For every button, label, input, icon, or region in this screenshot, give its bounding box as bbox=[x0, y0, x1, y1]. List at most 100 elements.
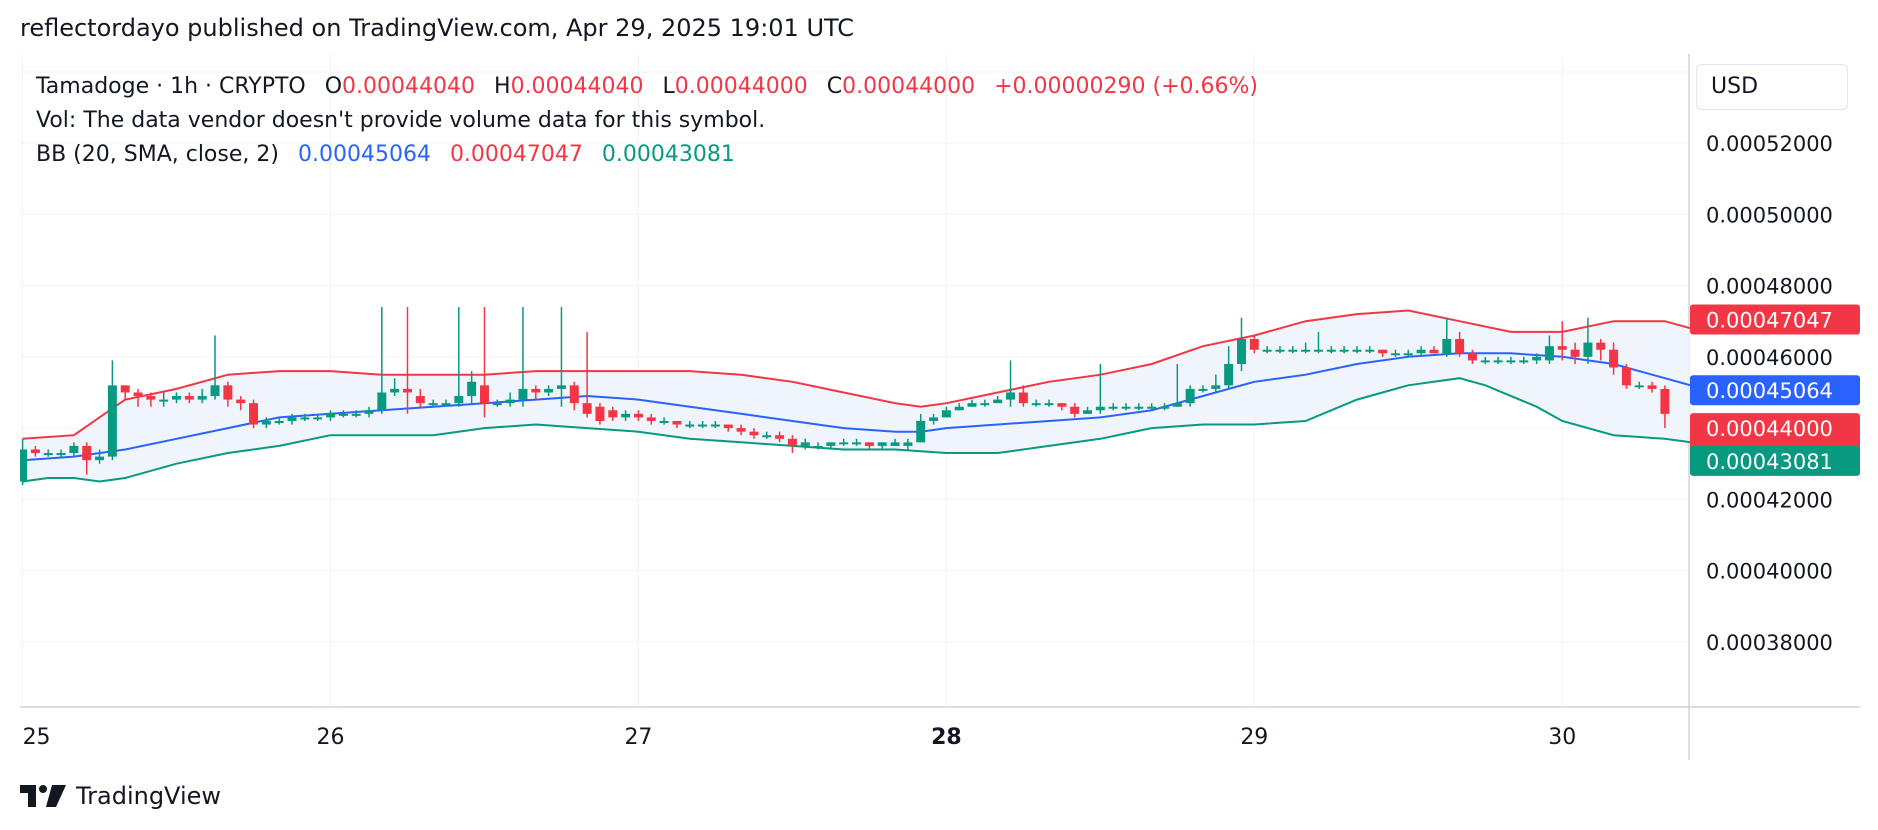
candle-body bbox=[646, 417, 656, 421]
y-tick-label: 0.00040000 bbox=[1706, 560, 1833, 584]
candle-body bbox=[1083, 410, 1093, 414]
candle-body bbox=[313, 417, 323, 420]
candle-body bbox=[351, 413, 361, 416]
candle-body bbox=[43, 453, 53, 456]
candle-body bbox=[1416, 349, 1426, 354]
candle-body bbox=[261, 420, 271, 425]
candle-body bbox=[30, 449, 40, 454]
candle-body bbox=[1044, 403, 1054, 406]
candle-body bbox=[582, 403, 592, 414]
candle-body bbox=[1583, 342, 1593, 357]
candle-body bbox=[1006, 392, 1016, 400]
bb-basis-line bbox=[22, 352, 1691, 462]
candle-body bbox=[1134, 406, 1144, 409]
tradingview-logo-icon[interactable] bbox=[20, 785, 66, 807]
footer-brand[interactable]: TradingView bbox=[76, 782, 222, 810]
candle-body bbox=[1057, 403, 1067, 407]
x-tick-label: 25 bbox=[23, 725, 51, 750]
candle-body bbox=[723, 424, 733, 429]
candle-body bbox=[800, 442, 810, 446]
candle-body bbox=[82, 445, 92, 461]
chart-frame[interactable]: 0.000540000.000520000.000500000.00048000… bbox=[18, 54, 1860, 760]
x-tick-label: 30 bbox=[1548, 725, 1576, 750]
candle-body bbox=[274, 420, 284, 423]
candle-body bbox=[18, 449, 28, 482]
price-chart[interactable]: 0.000540000.000520000.000500000.00048000… bbox=[18, 54, 1860, 760]
bb-label[interactable]: BB (20, SMA, close, 2) bbox=[36, 142, 279, 167]
bb-lower-line bbox=[22, 377, 1691, 483]
candle-body bbox=[1493, 360, 1503, 363]
candle-body bbox=[980, 403, 990, 406]
candle-body bbox=[826, 442, 836, 446]
candle-body bbox=[1031, 403, 1041, 406]
close-label: C bbox=[826, 74, 843, 99]
candle-body bbox=[813, 445, 823, 448]
candle-body bbox=[454, 396, 464, 404]
candle-body bbox=[1557, 346, 1567, 350]
candle-body bbox=[1172, 403, 1182, 407]
candle-body bbox=[56, 453, 66, 456]
candle-body bbox=[685, 424, 695, 427]
candle-body bbox=[428, 403, 438, 406]
candle-body bbox=[608, 410, 618, 418]
candle-body bbox=[69, 445, 79, 454]
publish-header: reflectordayo published on TradingView.c… bbox=[20, 14, 855, 42]
candle-body bbox=[1352, 349, 1362, 352]
candle-body bbox=[1647, 385, 1657, 389]
y-tick-label: 0.00048000 bbox=[1706, 275, 1833, 299]
candle-body bbox=[1621, 367, 1631, 386]
currency-selector[interactable]: USD bbox=[1696, 64, 1848, 110]
candle-body bbox=[1121, 406, 1131, 409]
candle-body bbox=[505, 399, 515, 404]
candle-body bbox=[929, 417, 939, 421]
y-tick-label: 0.00046000 bbox=[1706, 346, 1833, 370]
candle-body bbox=[852, 442, 862, 445]
candle-body bbox=[1378, 349, 1388, 354]
candle-body bbox=[672, 420, 682, 425]
candle-body bbox=[710, 424, 720, 427]
bb-lower-price-label-text: 0.00043081 bbox=[1706, 450, 1833, 474]
candle-body bbox=[993, 399, 1003, 404]
last-price-label-text: 0.00044000 bbox=[1706, 417, 1833, 441]
change-value: +0.00000290 (+0.66%) bbox=[994, 74, 1258, 99]
candle-body bbox=[621, 413, 631, 418]
candle-body bbox=[967, 403, 977, 407]
candle-body bbox=[877, 442, 887, 446]
candle-body bbox=[184, 396, 194, 400]
symbol-label[interactable]: Tamadoge · 1h · CRYPTO bbox=[36, 74, 306, 99]
candle-body bbox=[1660, 388, 1670, 414]
candle-body bbox=[736, 428, 746, 432]
candle-body bbox=[479, 385, 489, 404]
candle-body bbox=[1634, 385, 1644, 388]
x-tick-label: 27 bbox=[624, 725, 652, 750]
candle-body bbox=[300, 417, 310, 420]
candle-body bbox=[941, 410, 951, 418]
candle-body bbox=[326, 413, 335, 418]
bb-upper-line bbox=[22, 309, 1691, 440]
high-value: 0.00044040 bbox=[510, 74, 644, 99]
candle-body bbox=[1326, 349, 1336, 352]
low-label: L bbox=[662, 74, 675, 99]
candle-body bbox=[1224, 363, 1234, 386]
candle-body bbox=[197, 396, 207, 400]
chart-legend: Tamadoge · 1h · CRYPTO O0.00044040 H0.00… bbox=[36, 70, 1258, 172]
candle-body bbox=[1532, 356, 1542, 361]
close-value: 0.00044000 bbox=[842, 74, 976, 99]
candle-body bbox=[1506, 360, 1516, 363]
candle-body bbox=[1262, 349, 1272, 352]
open-label: O bbox=[324, 74, 343, 99]
candle-body bbox=[775, 435, 785, 439]
y-tick-label: 0.00052000 bbox=[1706, 132, 1833, 156]
candle-body bbox=[1108, 406, 1118, 409]
candle-body bbox=[1313, 349, 1323, 352]
candle-body bbox=[441, 403, 451, 406]
candle-body bbox=[1147, 406, 1157, 409]
y-tick-label: 0.00038000 bbox=[1706, 631, 1833, 655]
x-tick-label: 26 bbox=[317, 725, 345, 750]
candle-body bbox=[787, 438, 797, 446]
candle-body bbox=[1275, 349, 1285, 352]
candle-body bbox=[1467, 353, 1477, 361]
candle-body bbox=[1095, 406, 1105, 411]
candle-body bbox=[492, 403, 502, 406]
candle-body bbox=[133, 392, 143, 397]
